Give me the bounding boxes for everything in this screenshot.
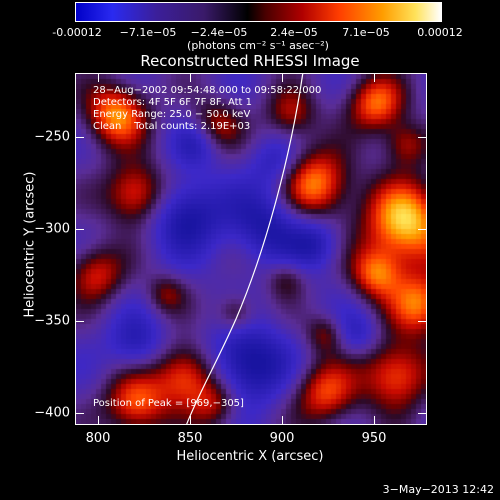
detectors: Detectors: 4F 5F 6F 7F 8F, Att 1 [93,97,253,108]
colorbar-units: (photons cm⁻² s⁻¹ asec⁻²) [187,39,329,52]
y-tick-label: −250 [34,129,70,145]
plot-date: 3−May−2013 12:42 [382,483,494,496]
colorbar-tick: 0.00012 [417,26,463,39]
clean-total-counts: Clean Total counts: 2.19E+03 [93,121,251,132]
energy-range: Energy Range: 25.0 − 50.0 keV [93,109,251,120]
colorbar-tick: −7.1e−05 [119,26,177,39]
x-axis-title: Heliocentric X (arcsec) [176,449,324,464]
x-tick-label: 800 [85,431,111,446]
colorbar [75,2,442,22]
solar-limb-line [186,74,304,424]
y-axis-title: Heliocentric Y (arcsec) [22,171,38,318]
y-tick-label: −400 [34,405,70,421]
plot-area: 28−Aug−2002 09:54:48.000 to 09:58:22.000… [75,73,427,425]
colorbar-tick: −2.4e−05 [190,26,248,39]
colorbar-tick: -0.00012 [52,26,102,39]
limb-overlay [186,74,304,424]
peak-position: Position of Peak = [969,−305] [93,398,244,409]
x-tick-label: 850 [177,431,203,446]
y-tick-label: −350 [34,313,70,329]
image-title: Reconstructed RHESSI Image [140,52,360,70]
x-tick-label: 900 [269,431,295,446]
obs-time: 28−Aug−2002 09:54:48.000 to 09:58:22.000 [93,85,322,96]
reconstructed-image [76,74,426,424]
x-tick-label: 950 [361,431,387,446]
y-tick-label: −300 [34,221,70,237]
colorbar-tick: 7.1e−05 [342,26,390,39]
colorbar-tick: 2.4e−05 [270,26,318,39]
